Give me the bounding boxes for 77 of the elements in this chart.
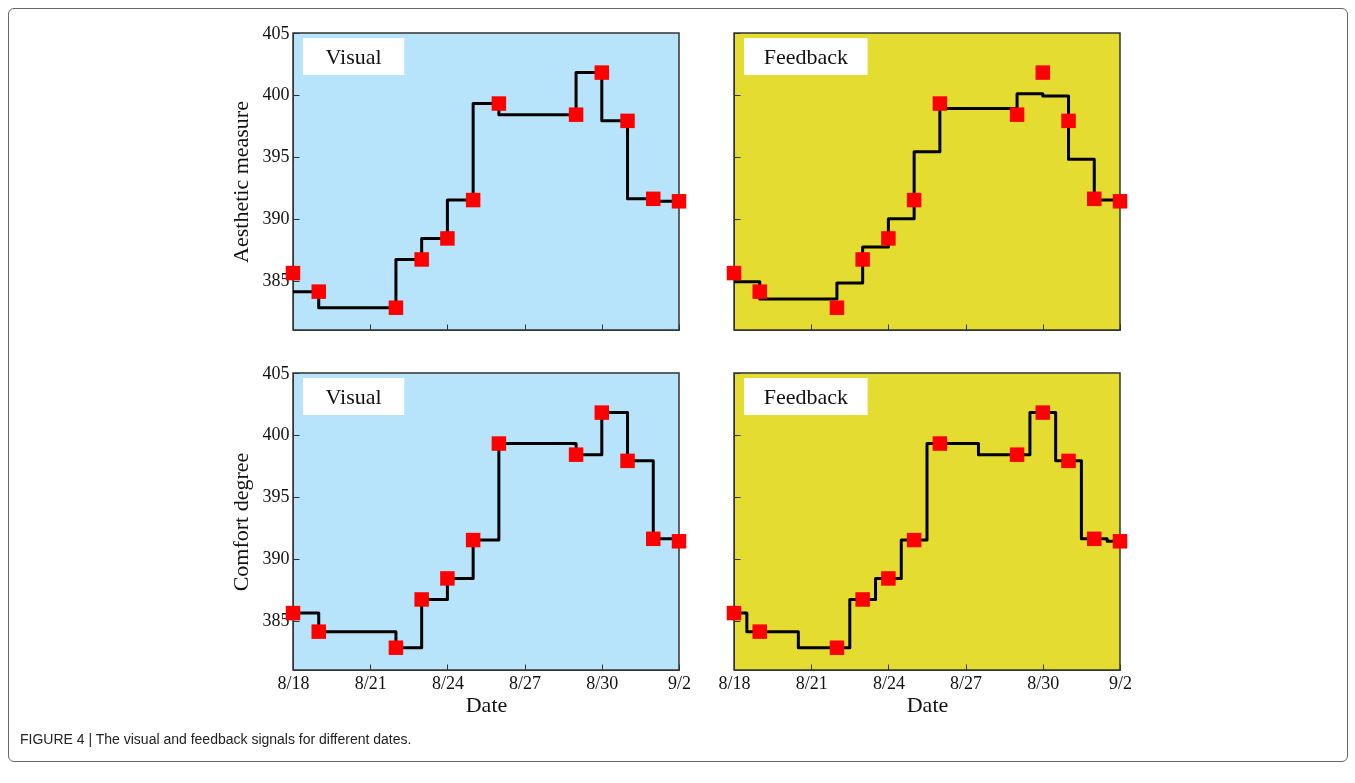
point — [726, 265, 742, 281]
point — [1061, 113, 1076, 129]
point — [568, 107, 584, 122]
point — [568, 447, 584, 462]
point — [414, 592, 429, 607]
point — [671, 534, 687, 549]
point — [594, 65, 610, 80]
point — [932, 436, 948, 451]
point — [1009, 107, 1025, 122]
point — [1035, 405, 1051, 420]
point — [671, 194, 687, 209]
x-tick-label: 8/24 — [431, 672, 464, 693]
point — [594, 405, 610, 420]
text: Feedback — [763, 384, 848, 409]
point — [1061, 453, 1076, 469]
y-tick-label: 395 — [262, 486, 290, 507]
point — [906, 192, 922, 208]
x-tick-label: 8/21 — [795, 672, 828, 693]
y-tick-label: 400 — [262, 84, 290, 105]
point — [881, 571, 896, 586]
point — [491, 436, 507, 451]
x-tick-label: 8/21 — [354, 672, 387, 693]
y-tick-label: 385 — [262, 270, 290, 290]
point — [829, 300, 845, 315]
y-tick-label: 405 — [262, 22, 290, 43]
x-tick-label: 9/2 — [667, 672, 692, 693]
point — [726, 605, 742, 621]
point — [855, 592, 870, 607]
y-tick-label: 395 — [262, 146, 290, 167]
point — [1087, 531, 1102, 547]
point — [1035, 65, 1051, 80]
y-axis-title: Aesthetic measure — [227, 101, 253, 263]
point — [906, 532, 922, 548]
x-tick-label: 8/30 — [1027, 672, 1060, 693]
y-tick-label: 400 — [262, 424, 290, 445]
text: Feedback — [763, 44, 848, 69]
point — [752, 284, 767, 299]
x-axis-title: Date — [465, 691, 508, 717]
y-tick-label: 390 — [262, 548, 290, 569]
point — [1009, 447, 1025, 462]
point — [620, 453, 635, 469]
x-tick-label: 8/18 — [718, 672, 751, 693]
point — [388, 300, 404, 315]
point — [311, 624, 326, 639]
point — [465, 192, 481, 208]
x-tick-label: 8/27 — [509, 672, 542, 693]
point — [1087, 191, 1102, 207]
point — [491, 96, 507, 111]
x-axis-title: Date — [906, 691, 949, 717]
point — [388, 640, 404, 655]
point — [414, 252, 429, 267]
y-axis-title: Comfort degree — [227, 452, 253, 592]
point — [881, 231, 896, 246]
y-tick-label: 390 — [262, 208, 290, 229]
text: Visual — [325, 384, 382, 409]
x-tick-label: 8/18 — [277, 672, 310, 693]
point — [932, 96, 948, 111]
point — [646, 191, 661, 207]
x-tick-label: 8/24 — [872, 672, 905, 693]
point — [752, 624, 767, 639]
y-tick-label: 405 — [262, 362, 290, 383]
point — [1112, 194, 1128, 209]
point — [1112, 534, 1128, 549]
text: Visual — [325, 44, 382, 69]
x-tick-label: 8/30 — [586, 672, 619, 693]
y-tick-label: 385 — [262, 610, 290, 630]
point — [855, 252, 870, 267]
point — [311, 284, 326, 299]
x-tick-label: 8/27 — [950, 672, 983, 693]
caption: FIGURE 4 | The visual and feedback signals for different dates. — [20, 731, 412, 747]
point — [440, 571, 455, 586]
x-tick-label: 9/2 — [1108, 672, 1133, 693]
point — [829, 640, 845, 655]
point — [465, 532, 481, 548]
point — [646, 531, 661, 547]
point — [440, 231, 455, 246]
point — [620, 113, 635, 129]
